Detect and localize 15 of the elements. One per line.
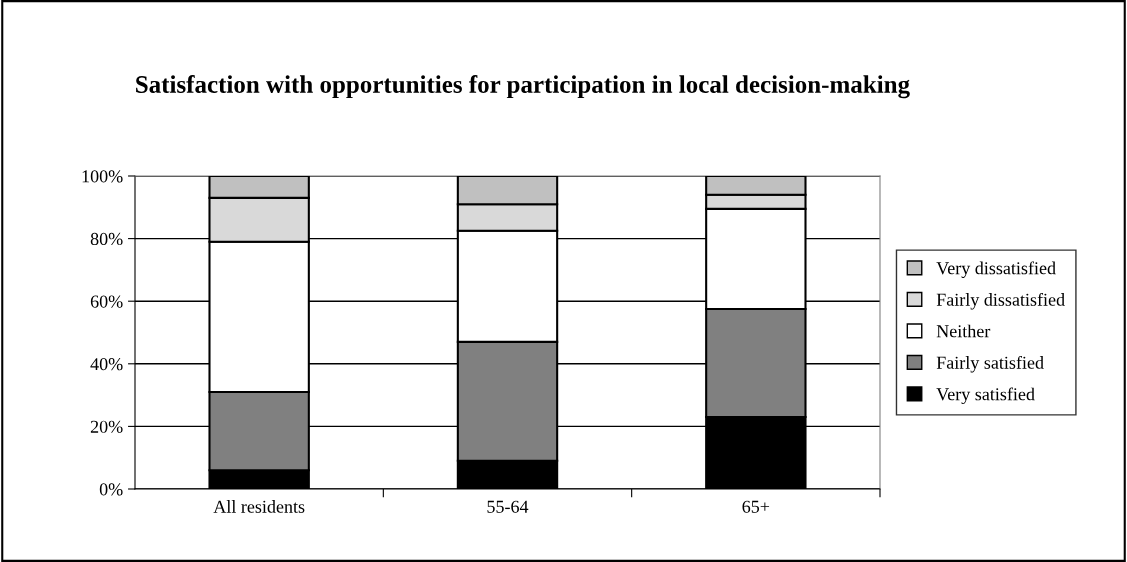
legend-label: Very dissatisfied <box>936 261 1056 279</box>
legend-label: Very satisfied <box>936 387 1035 405</box>
x-tick-label: All residents <box>213 500 305 513</box>
legend-label: Neither <box>936 324 991 338</box>
y-tick-label: 40% <box>90 358 123 371</box>
x-tick-label: 65+ <box>742 500 770 513</box>
y-tick-label: 60% <box>90 295 123 308</box>
y-tick-label: 0% <box>99 483 123 496</box>
y-tick-label: 20% <box>90 420 123 433</box>
chart-title: Satisfaction with opportunities for participation in local decision-making <box>136 75 910 99</box>
y-tick-label: 80% <box>90 232 123 246</box>
y-tick-label: 100% <box>82 170 123 183</box>
legend-label: Fairly dissatisfied <box>936 292 1065 310</box>
legend-label: Fairly satisfied <box>936 355 1044 373</box>
x-tick-label: 55-64 <box>487 500 529 513</box>
